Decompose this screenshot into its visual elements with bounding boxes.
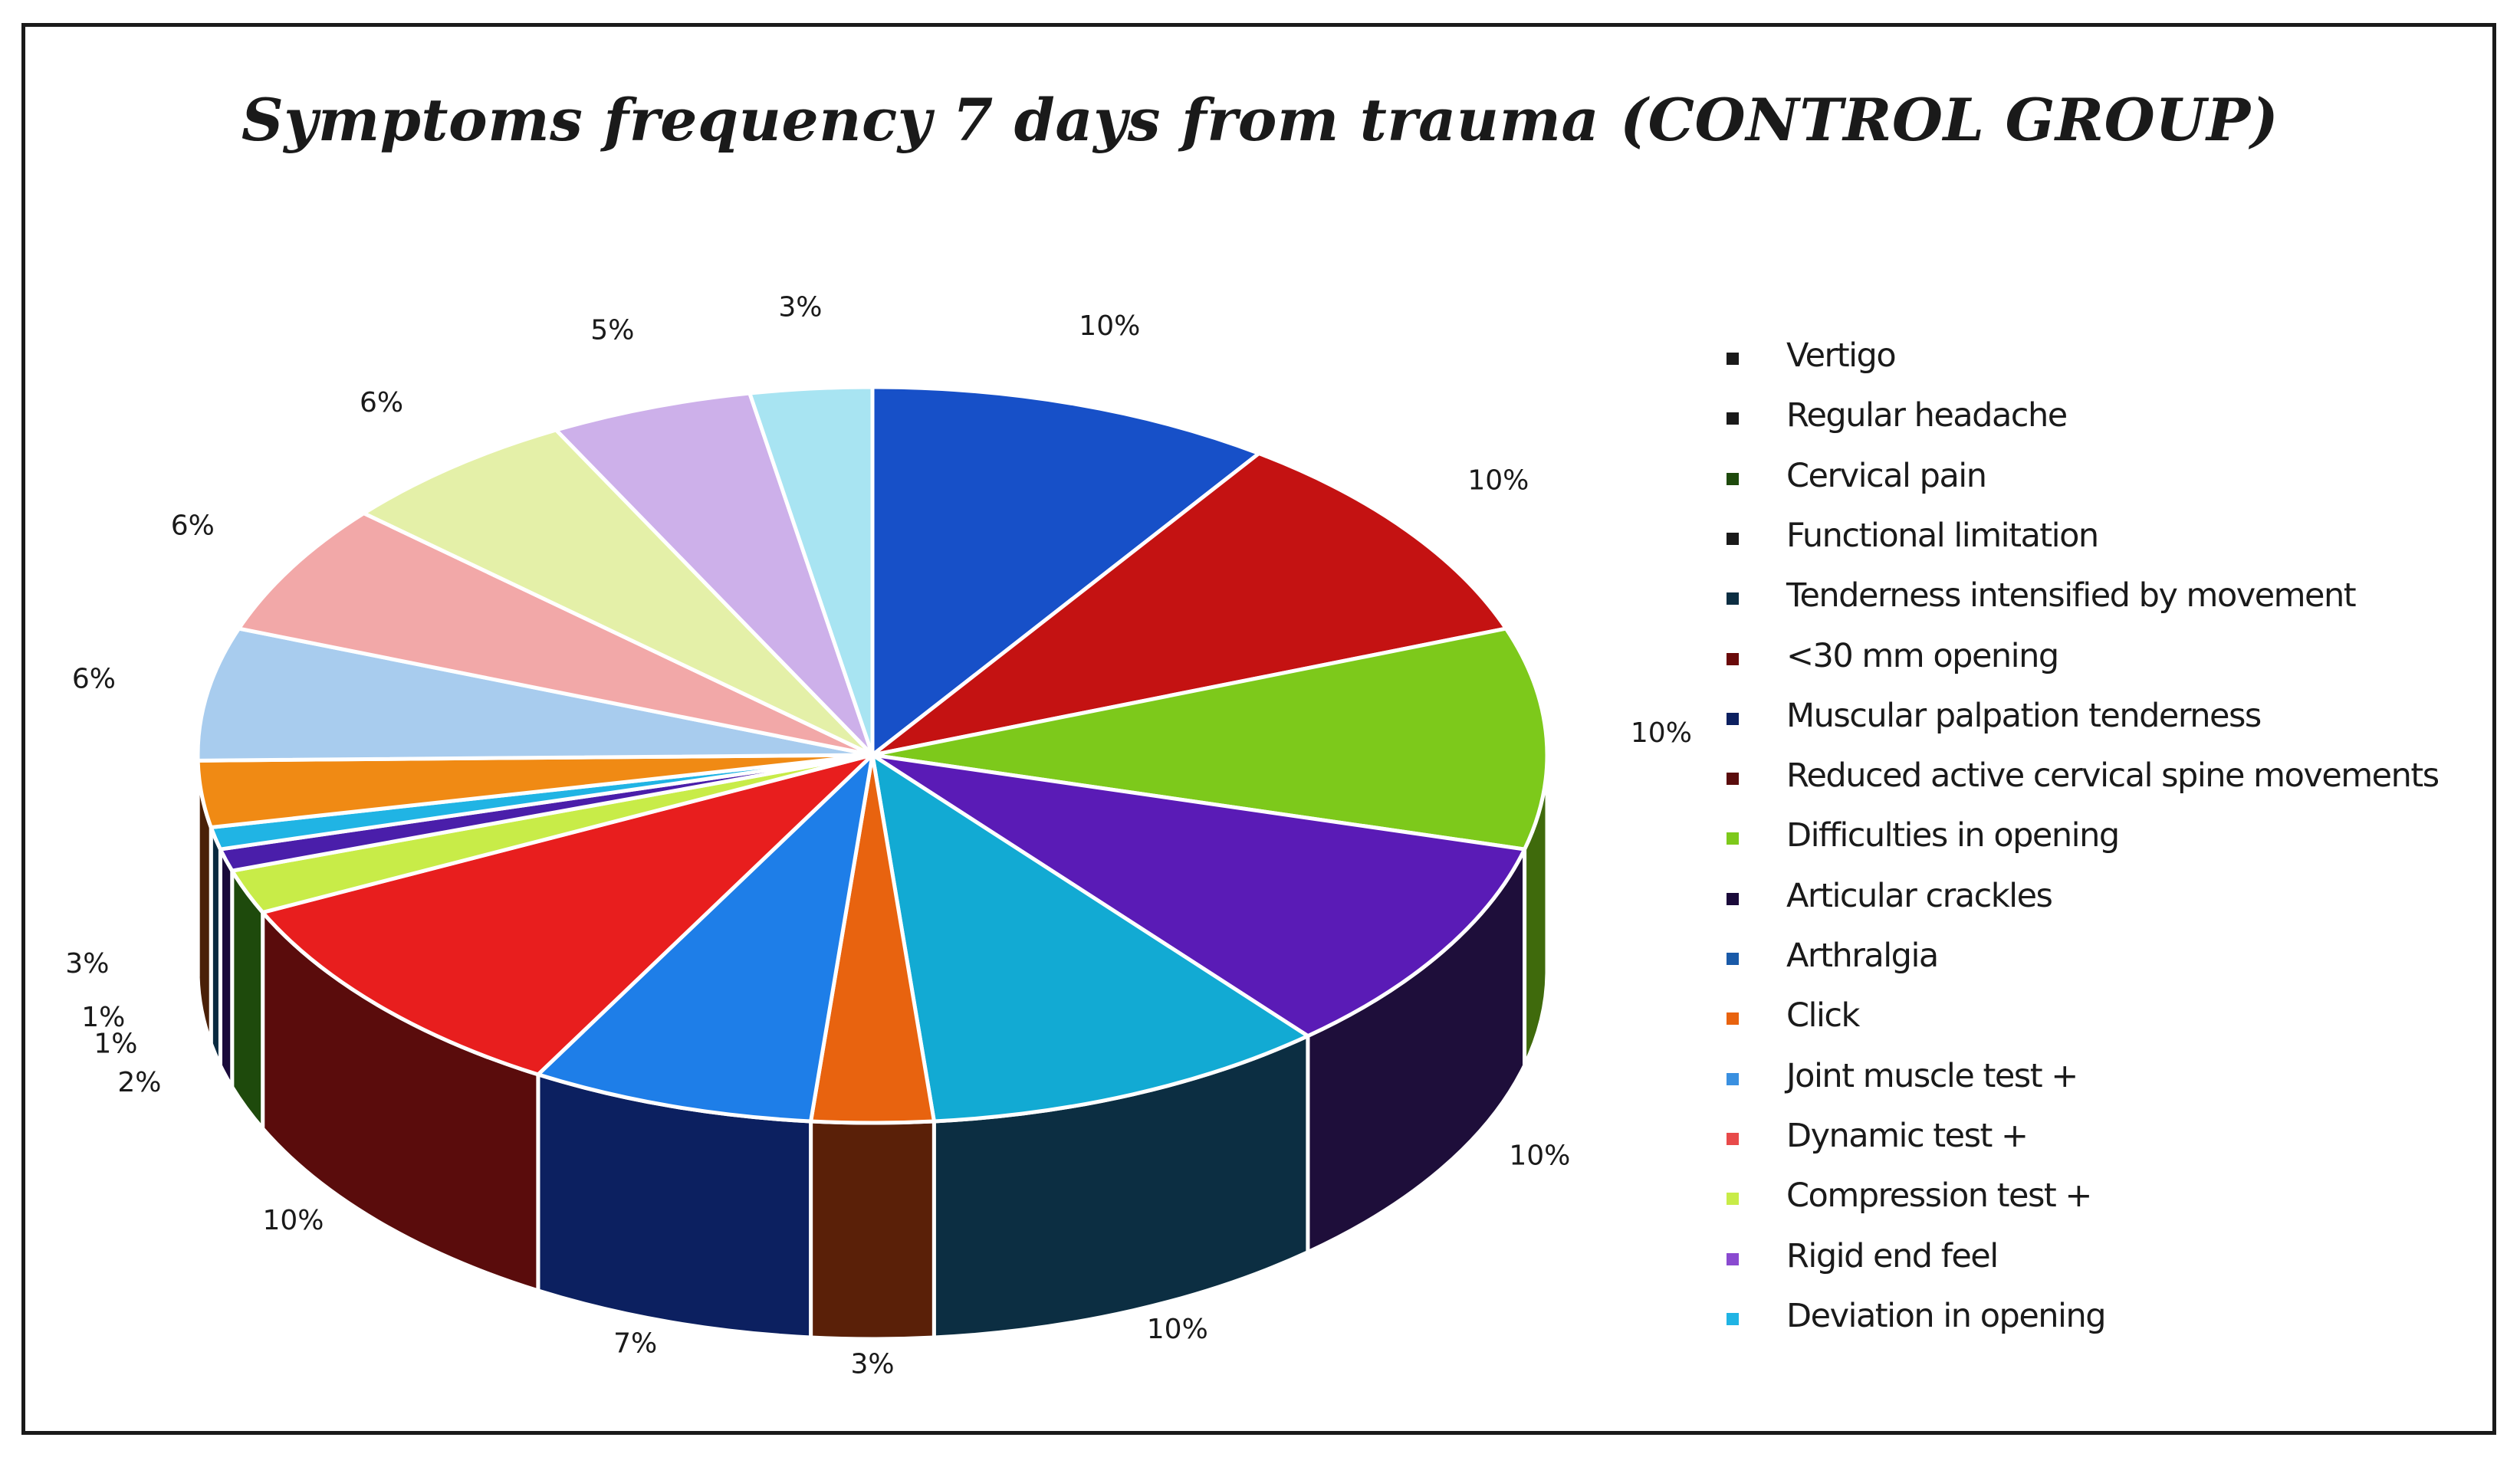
pie-slice-1	[870, 385, 1261, 757]
legend-label: Arthralgia	[1786, 937, 1939, 975]
pie-data-label-13: 6%	[72, 663, 116, 694]
pie-data-label-7: 7%	[613, 1328, 657, 1359]
legend-label: Deviation in opening	[1786, 1296, 2107, 1335]
legend-item: Joint muscle test +	[1717, 1052, 2484, 1105]
legend-item: Arthralgia	[1717, 931, 2484, 985]
legend-label: Difficulties in opening	[1786, 816, 2120, 855]
legend-swatch	[1727, 1312, 1739, 1325]
pie-data-label-8: 10%	[262, 1205, 324, 1236]
pie-slice-17	[747, 385, 875, 757]
legend-item: Deviation in opening	[1717, 1291, 2484, 1345]
legend-label: Vertigo	[1786, 336, 1897, 375]
legend-swatch	[1727, 773, 1739, 786]
legend-label: Articular crackles	[1786, 876, 2053, 915]
legend-swatch	[1727, 953, 1739, 965]
legend-label: <30 mm opening	[1786, 636, 2059, 675]
pie-data-label-4: 10%	[1509, 1140, 1570, 1171]
legend-item: Reduced active cervical spine movements	[1717, 751, 2484, 805]
legend-item: Tenderness intensified by movement	[1717, 571, 2484, 625]
legend-swatch	[1727, 1193, 1739, 1206]
pie-side-6	[809, 1119, 936, 1341]
legend-label: Dynamic test +	[1786, 1116, 2029, 1155]
chart-title: Symptoms frequency 7 days from trauma (C…	[241, 86, 2279, 154]
legend-item: Difficulties in opening	[1717, 811, 2484, 865]
pie-sides	[195, 754, 1549, 1341]
pie-tops	[195, 385, 1549, 1125]
legend-item: <30 mm opening	[1717, 632, 2484, 685]
legend-label: Functional limitation	[1786, 516, 2099, 555]
pie-slice-5	[870, 753, 1310, 1124]
legend-item: Vertigo	[1717, 331, 2484, 385]
pie-data-label-1: 10%	[1079, 310, 1140, 342]
legend-label: Regular headache	[1786, 396, 2068, 435]
legend-label: Muscular palpation tenderness	[1786, 696, 2262, 735]
pie-labels: 10% 10% 10% 10% 10% 3% 7% 10% 2% 1%1% 3% 6% 6% 6% 5% 3%	[65, 291, 1692, 1380]
legend-swatch	[1727, 712, 1739, 725]
legend-item: Dynamic test +	[1717, 1111, 2484, 1165]
pie-data-label-5: 10%	[1147, 1314, 1208, 1345]
pie-slice-2	[870, 451, 1508, 757]
pie-slice-13	[195, 626, 875, 763]
pie-data-label-3: 10%	[1631, 717, 1692, 749]
legend-swatch	[1727, 532, 1739, 545]
legend-item: Compression test +	[1717, 1171, 2484, 1225]
legend-item: Regular headache	[1717, 391, 2484, 445]
legend-swatch	[1727, 472, 1739, 485]
legend-swatch	[1727, 1012, 1739, 1026]
pie-data-label-17: 3%	[778, 291, 822, 323]
pie-slice-4	[870, 753, 1527, 1039]
legend-swatch	[1727, 892, 1739, 905]
legend-swatch	[1727, 592, 1739, 606]
legend-swatch	[1727, 1252, 1739, 1265]
legend-label: Reduced active cervical spine movements	[1786, 756, 2440, 796]
legend-label: Tenderness intensified by movement	[1786, 576, 2357, 615]
legend-label: Compression test +	[1786, 1177, 2092, 1216]
legend-label: Joint muscle test +	[1786, 1056, 2078, 1095]
legend-label: Rigid end feel	[1786, 1236, 1999, 1275]
pie-data-label-2: 10%	[1467, 464, 1529, 496]
legend-swatch	[1727, 353, 1739, 365]
pie-slice-16	[554, 391, 875, 757]
pie-data-label-14: 6%	[171, 510, 215, 541]
legend-swatch	[1727, 652, 1739, 665]
pie-slice-3	[870, 626, 1549, 852]
legend-label: Cervical pain	[1786, 456, 1987, 495]
legend-swatch	[1727, 412, 1739, 425]
legend-item: Muscular palpation tenderness	[1717, 691, 2484, 745]
legend-swatch	[1727, 1072, 1739, 1085]
pie-data-label-6: 3%	[850, 1349, 894, 1380]
pie-slice-7	[536, 753, 875, 1124]
pie-data-label-15: 6%	[360, 387, 403, 418]
legend-swatch	[1727, 1132, 1739, 1145]
pie-slice-14	[237, 511, 875, 757]
legend-item: Articular crackles	[1717, 871, 2484, 925]
pie-data-label-11: 1%	[81, 1002, 125, 1033]
pie-data-label-12: 3%	[65, 948, 109, 980]
pie-data-label-9: 2%	[117, 1067, 161, 1098]
legend-item: Functional limitation	[1717, 511, 2484, 565]
legend-label: Click	[1786, 996, 1860, 1035]
pie-slice-15	[362, 428, 875, 757]
pie-data-label-16: 5%	[590, 315, 634, 346]
legend-item: Cervical pain	[1717, 451, 2484, 505]
legend-item: Click	[1717, 991, 2484, 1045]
legend-swatch	[1727, 832, 1739, 845]
pie-slice-8	[261, 753, 875, 1077]
pie-data-label-10: 1%	[94, 1029, 137, 1060]
legend-item: Rigid end feel	[1717, 1232, 2484, 1285]
